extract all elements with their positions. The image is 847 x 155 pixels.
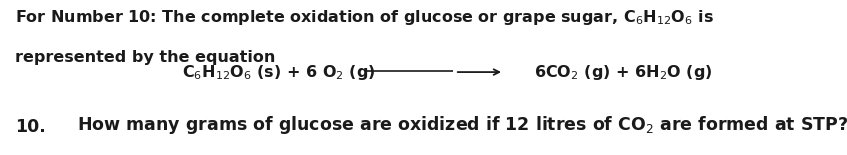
Text: How many grams of glucose are oxidized if 12 litres of CO$_2$ are formed at STP?: How many grams of glucose are oxidized i… <box>53 114 847 136</box>
Text: For Number 10: The complete oxidation of glucose or grape sugar, C$_6$H$_{12}$O$: For Number 10: The complete oxidation of… <box>15 8 714 27</box>
Text: 6CO$_2$ (g) + 6H$_2$O (g): 6CO$_2$ (g) + 6H$_2$O (g) <box>534 63 712 82</box>
Text: represented by the equation: represented by the equation <box>15 50 275 65</box>
Text: C$_6$H$_{12}$O$_6$ (s) + 6 O$_2$ (g): C$_6$H$_{12}$O$_6$ (s) + 6 O$_2$ (g) <box>182 63 376 82</box>
Text: 10.: 10. <box>15 118 46 136</box>
